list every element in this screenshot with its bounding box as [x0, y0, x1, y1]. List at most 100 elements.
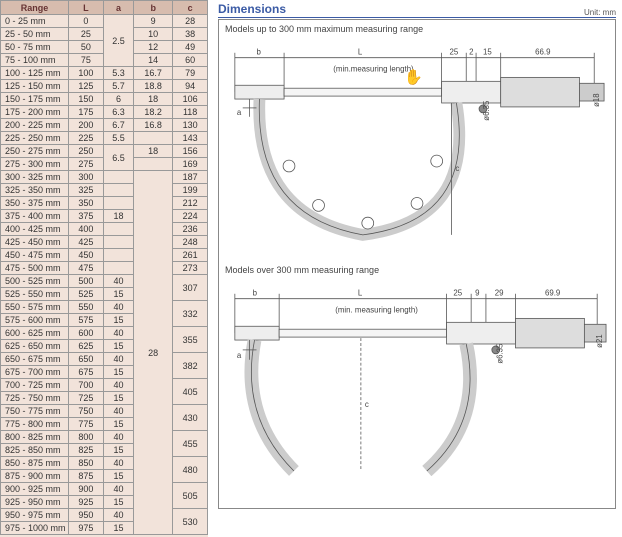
svg-text:ø18: ø18 — [592, 93, 601, 107]
cell: 300 - 325 mm — [1, 171, 69, 184]
cell: 143 — [173, 132, 208, 145]
cell: 500 — [69, 275, 104, 288]
svg-text:9: 9 — [475, 288, 479, 297]
svg-text:b: b — [257, 48, 262, 57]
cell: 28 — [173, 15, 208, 28]
cell — [103, 184, 133, 197]
cell: 212 — [173, 197, 208, 210]
cell: 275 - 300 mm — [1, 158, 69, 171]
cell: 15 — [103, 522, 133, 535]
svg-text:29: 29 — [495, 288, 504, 297]
cell — [134, 132, 173, 145]
col-header: Range — [1, 1, 69, 15]
cell: 12 — [134, 41, 173, 54]
cell: 475 - 500 mm — [1, 262, 69, 275]
col-header: c — [173, 1, 208, 15]
cell: 530 — [173, 509, 208, 535]
cell: 40 — [103, 431, 133, 444]
cell: 825 — [69, 444, 104, 457]
cell: 575 - 600 mm — [1, 314, 69, 327]
cell: 875 - 900 mm — [1, 470, 69, 483]
cell: 625 — [69, 340, 104, 353]
table-row: 100 - 125 mm1005.316.779 — [1, 67, 208, 80]
cell: 100 - 125 mm — [1, 67, 69, 80]
cell: 79 — [173, 67, 208, 80]
cell: 925 — [69, 496, 104, 509]
cell: 25 — [69, 28, 104, 41]
cell: 94 — [173, 80, 208, 93]
cell: 700 - 725 mm — [1, 379, 69, 392]
cell: 350 - 375 mm — [1, 197, 69, 210]
cell: 0 - 25 mm — [1, 15, 69, 28]
cell: 430 — [173, 405, 208, 431]
cell: 125 - 150 mm — [1, 80, 69, 93]
cell: 6.5 — [103, 145, 133, 171]
cell: 38 — [173, 28, 208, 41]
cell: 187 — [173, 171, 208, 184]
svg-text:c: c — [455, 164, 459, 173]
cell: 950 — [69, 509, 104, 522]
svg-text:25: 25 — [449, 48, 458, 57]
cell: 18 — [134, 93, 173, 106]
cell: 156 — [173, 145, 208, 158]
cell: 550 - 575 mm — [1, 301, 69, 314]
svg-text:L: L — [358, 288, 363, 297]
cell: 725 — [69, 392, 104, 405]
cell: 350 — [69, 197, 104, 210]
svg-text:69.9: 69.9 — [545, 288, 560, 297]
cell — [103, 197, 133, 210]
cell: 382 — [173, 353, 208, 379]
cell: 307 — [173, 275, 208, 301]
table-row: 250 - 275 mm2506.518156 — [1, 145, 208, 158]
col-header: a — [103, 1, 133, 15]
table-row: 300 - 325 mm30028187 — [1, 171, 208, 184]
cell: 40 — [103, 405, 133, 418]
svg-text:(min.measuring length): (min.measuring length) — [333, 64, 414, 73]
cell: 975 — [69, 522, 104, 535]
table-row: 175 - 200 mm1756.318.2118 — [1, 106, 208, 119]
cell: 525 - 550 mm — [1, 288, 69, 301]
cell: 900 — [69, 483, 104, 496]
cell: 850 - 875 mm — [1, 457, 69, 470]
cell: 150 - 175 mm — [1, 93, 69, 106]
svg-text:15: 15 — [483, 48, 492, 57]
cell: 250 - 275 mm — [1, 145, 69, 158]
table-row: 425 - 450 mm425248 — [1, 236, 208, 249]
table-row: 225 - 250 mm2255.5143 — [1, 132, 208, 145]
cell: 49 — [173, 41, 208, 54]
cell: 750 — [69, 405, 104, 418]
cell: 15 — [103, 444, 133, 457]
cell: 875 — [69, 470, 104, 483]
cell: 40 — [103, 379, 133, 392]
cell: 15 — [103, 288, 133, 301]
table-row: 0 - 25 mm02.5928 — [1, 15, 208, 28]
cell: 675 — [69, 366, 104, 379]
cell: 199 — [173, 184, 208, 197]
table-row: 500 - 525 mm50040307 — [1, 275, 208, 288]
cell: 450 - 475 mm — [1, 249, 69, 262]
cell: 6.3 — [103, 106, 133, 119]
spec-table: RangeLabc 0 - 25 mm02.592825 - 50 mm2510… — [0, 0, 208, 537]
cell: 175 — [69, 106, 104, 119]
cell: 75 — [69, 54, 104, 67]
table-row: 800 - 825 mm80040455 — [1, 431, 208, 444]
table-row: 550 - 575 mm55040332 — [1, 301, 208, 314]
cell: 15 — [103, 314, 133, 327]
cell: 600 — [69, 327, 104, 340]
cell: 325 - 350 mm — [1, 184, 69, 197]
cell: 250 — [69, 145, 104, 158]
cell: 25 - 50 mm — [1, 28, 69, 41]
cell: 900 - 925 mm — [1, 483, 69, 496]
cell: 455 — [173, 431, 208, 457]
cell — [103, 171, 133, 184]
cell: 675 - 700 mm — [1, 366, 69, 379]
cell: 425 — [69, 236, 104, 249]
cell: 925 - 950 mm — [1, 496, 69, 509]
cell: 14 — [134, 54, 173, 67]
cell: 106 — [173, 93, 208, 106]
diagram-container: Models up to 300 mm maximum measuring ra… — [218, 19, 616, 509]
cell — [103, 262, 133, 275]
col-header: b — [134, 1, 173, 15]
cell: 355 — [173, 327, 208, 353]
cell: 700 — [69, 379, 104, 392]
